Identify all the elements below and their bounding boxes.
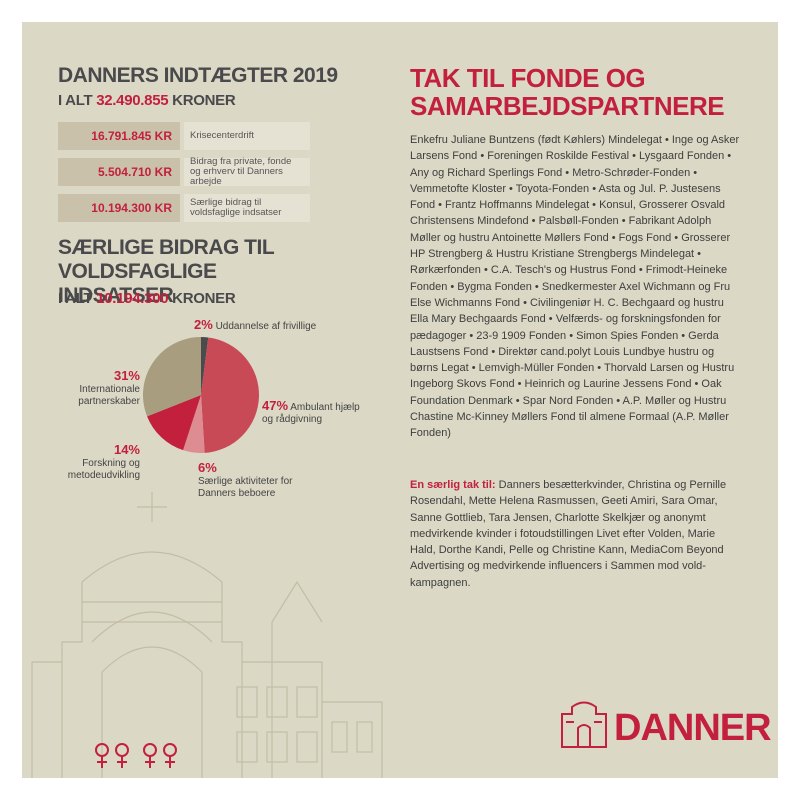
logo-icon xyxy=(561,701,607,748)
amount-cell: 16.791.845 KR xyxy=(58,122,180,150)
logo: DANNER xyxy=(614,707,772,749)
pie-percent: 14% xyxy=(113,442,140,457)
amount: 10.194.300 xyxy=(96,290,169,307)
text: KRONER xyxy=(172,290,236,307)
pie-slice xyxy=(147,395,201,451)
pie-percent: 47% xyxy=(262,398,289,413)
pie-slice xyxy=(201,337,209,395)
pie-slice xyxy=(183,395,205,453)
pie-total: I ALT 10.194.300 KRONER xyxy=(58,290,236,307)
pie-slice xyxy=(143,337,201,417)
amount-cell: 5.504.710 KR xyxy=(58,158,180,186)
label-cell: Bidrag fra private, fonde og erhverv til… xyxy=(184,157,310,187)
thanks-title: TAK TIL FONDE OG SAMARBEJDSPARTNERE xyxy=(410,63,725,121)
pie-percent: 2% xyxy=(194,317,213,332)
pie-category: Forskning og metodeudvikling xyxy=(67,458,140,481)
label-cell: Særlige bidrag til voldsfaglige indsatse… xyxy=(184,194,310,222)
pie-percent: 6% xyxy=(198,460,217,475)
income-total: I ALT 32.490.855 KRONER xyxy=(58,92,236,109)
decor xyxy=(31,337,607,778)
panel: DANNERS INDTÆGTER 2019 I ALT 32.490.855 … xyxy=(22,22,778,778)
pie-label: 47% Ambulant hjælp og rådgivning xyxy=(262,398,372,426)
pie-category: Internationale partnerskaber xyxy=(78,384,140,407)
pie-percent: 31% xyxy=(113,368,140,383)
pie-slice xyxy=(201,337,260,453)
amount: 32.490.855 xyxy=(96,92,169,109)
pie-title: SÆRLIGE BIDRAG TIL VOLDSFAGLIGE INDSATSE… xyxy=(58,236,274,307)
pie xyxy=(143,337,260,453)
pie-label: 2% Uddannelse af frivillige xyxy=(194,317,394,333)
label-cell: Krisecenterdrift xyxy=(184,122,310,150)
special-thanks: En særlig tak til: Danners besætterkvind… xyxy=(410,477,740,591)
pie-label: 31% Internationale partnerskaber xyxy=(52,368,140,408)
pie-category: Ambulant hjælp og rådgivning xyxy=(262,402,360,425)
text: Danners besætterkvinder, Christina og Pe… xyxy=(410,479,727,589)
pie-label: 14% Forskning og metodeudvikling xyxy=(62,442,140,482)
label: En særlig tak til: xyxy=(410,479,496,491)
pie-category: Særlige aktiviteter for Danners beboere xyxy=(198,476,293,499)
symbols xyxy=(95,743,177,768)
text: I ALT xyxy=(58,290,93,307)
text: I ALT xyxy=(58,92,93,109)
building-drawing xyxy=(31,492,383,778)
pie-category: Uddannelse af frivillige xyxy=(215,321,317,332)
text: KRONER xyxy=(172,92,236,109)
pie-label: 6% Særlige aktiviteter for Danners beboer… xyxy=(198,460,318,500)
income-title: DANNERS INDTÆGTER 2019 xyxy=(58,64,338,87)
thanks-body: Enkefru Juliane Buntzens (født Køhlers) … xyxy=(410,134,740,440)
amount-cell: 10.194.300 KR xyxy=(58,194,180,222)
